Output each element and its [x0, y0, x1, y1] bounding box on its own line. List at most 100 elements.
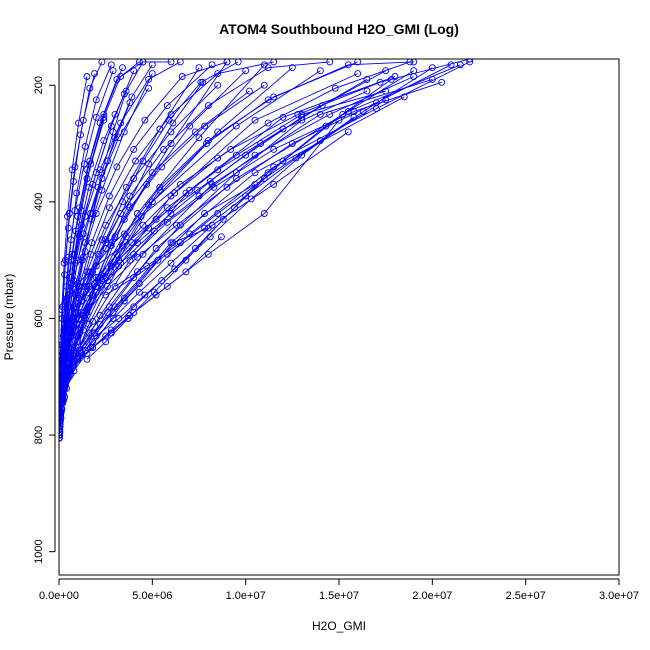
data-point [223, 59, 231, 66]
data-point [171, 189, 179, 197]
data-point [156, 186, 164, 194]
data-point [133, 253, 141, 261]
data-point [128, 93, 136, 101]
series-line [66, 59, 470, 319]
data-point [100, 113, 108, 121]
series-line [64, 184, 256, 378]
series-line [59, 64, 265, 436]
data-point [66, 355, 74, 363]
y-tick-label: 400 [33, 193, 45, 211]
data-point [130, 145, 138, 153]
data-point [163, 218, 171, 226]
profile-series [63, 59, 242, 352]
data-point [160, 145, 167, 153]
data-point [208, 61, 216, 69]
data-point [150, 288, 158, 296]
y-axis: 200 400 600 800 1000 [33, 76, 56, 564]
data-point [316, 67, 324, 75]
data-point [92, 113, 100, 121]
data-point [167, 259, 175, 267]
data-point [64, 344, 72, 352]
data-point [206, 233, 214, 241]
data-point [59, 396, 64, 404]
data-point [132, 157, 139, 165]
data-point [354, 70, 362, 78]
data-point [182, 189, 190, 197]
data-point [59, 306, 66, 314]
data-point [63, 282, 71, 290]
data-point [63, 373, 71, 381]
series-line [60, 64, 461, 412]
data-point [251, 116, 259, 124]
data-point [182, 268, 190, 276]
series-line [67, 131, 349, 372]
data-point [376, 78, 384, 86]
data-point [67, 256, 75, 264]
x-tick-label: 0.0e+00 [39, 590, 79, 602]
data-point [326, 59, 334, 66]
data-point [288, 64, 296, 72]
data-point [133, 239, 141, 247]
series-line [62, 64, 153, 377]
data-point [92, 332, 100, 340]
data-point [156, 125, 164, 133]
data-point [322, 122, 330, 130]
data-point [227, 145, 235, 153]
data-point [363, 87, 371, 95]
data-point [113, 163, 121, 171]
data-point [206, 177, 214, 185]
data-point [130, 303, 138, 311]
data-point [120, 294, 128, 302]
data-point [81, 239, 89, 247]
data-point [86, 84, 94, 92]
data-point [64, 224, 72, 232]
data-point [204, 102, 212, 110]
data-point [173, 221, 181, 229]
series-line [75, 70, 386, 308]
data-point [247, 195, 255, 203]
data-point [87, 160, 95, 168]
data-point [83, 294, 91, 302]
data-point [158, 277, 166, 285]
series-line [86, 79, 392, 360]
data-point [176, 59, 184, 66]
data-point [60, 326, 68, 334]
x-tick-label: 2.0e+07 [412, 590, 452, 602]
data-point [176, 180, 184, 188]
data-point [63, 212, 71, 220]
data-point [466, 59, 474, 66]
data-point [176, 239, 184, 247]
data-point [73, 189, 81, 197]
chart-title: ATOM4 Southbound H2O_GMI (Log) [219, 21, 459, 37]
data-point [344, 61, 352, 69]
data-point [217, 233, 225, 241]
data-point [117, 119, 125, 127]
data-point [122, 87, 130, 95]
x-tick-label: 5.0e+06 [132, 590, 172, 602]
data-point [102, 268, 110, 276]
data-point [201, 122, 209, 130]
data-point [83, 73, 91, 80]
profile-series [59, 61, 156, 381]
data-point [137, 212, 145, 220]
data-point [92, 96, 100, 104]
data-point [111, 282, 119, 290]
x-tick-label: 1.0e+07 [226, 590, 266, 602]
data-point [298, 113, 306, 121]
data-point [316, 110, 324, 118]
series-line [62, 61, 414, 398]
profile-series [92, 64, 436, 340]
series-line [114, 99, 386, 287]
data-point [264, 64, 272, 72]
data-point [124, 315, 132, 322]
data-point [245, 87, 253, 95]
data-point [104, 282, 111, 290]
data-point [89, 317, 97, 325]
data-point [83, 306, 91, 314]
x-axis: 0.0e+00 5.0e+06 1.0e+07 1.5e+07 2.0e+07 2.5e+… [39, 578, 639, 602]
data-point [75, 119, 83, 127]
data-point [167, 210, 175, 217]
data-point [63, 297, 70, 305]
data-point [115, 134, 123, 142]
data-point [344, 128, 352, 136]
